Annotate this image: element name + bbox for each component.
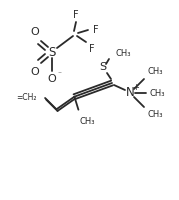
Text: CH₃: CH₃ [150,88,166,98]
Text: CH₃: CH₃ [79,117,95,126]
Text: F: F [73,10,79,20]
Text: O: O [48,74,56,84]
Text: O: O [31,67,39,77]
Text: CH₃: CH₃ [116,48,132,58]
Text: S: S [100,62,107,72]
Text: N: N [126,86,134,99]
Text: ⁻: ⁻ [57,70,61,78]
Text: CH₃: CH₃ [147,110,163,119]
Text: O: O [31,27,39,37]
Text: +: + [133,82,139,92]
Text: S: S [48,46,56,58]
Text: =CH₂: =CH₂ [17,93,37,102]
Text: F: F [89,44,95,54]
Text: F: F [93,25,99,35]
Text: CH₃: CH₃ [147,67,163,76]
